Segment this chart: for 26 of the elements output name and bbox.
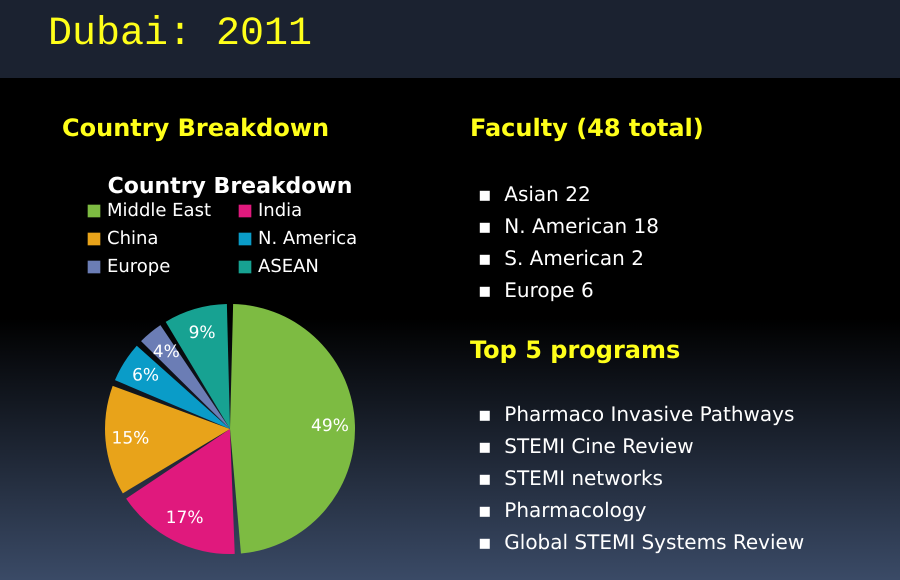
text: ▪ Asian 22 <box>478 182 592 206</box>
legend-label: ASEAN <box>258 256 319 277</box>
text: Country Breakdown <box>62 114 330 142</box>
chart-title: Country Breakdown <box>108 174 352 199</box>
text: ▪ Global STEMI Systems Review <box>478 530 804 554</box>
legend-label: China <box>107 228 158 249</box>
text: Faculty (48 total) <box>470 114 704 142</box>
text: ▪ S. American 2 <box>478 246 645 270</box>
legend-label: Middle East <box>107 200 212 221</box>
legend-label: India <box>258 200 302 221</box>
data-label: 4% <box>152 342 180 362</box>
text: ▪ Pharmaco Invasive Pathways <box>478 402 796 426</box>
text: ▪ STEMI networks <box>478 466 664 490</box>
legend-label: Europe <box>107 256 170 277</box>
data-label: 9% <box>188 322 216 343</box>
text: ▪ N. American 18 <box>478 214 659 238</box>
text: ▪ Europe 6 <box>478 278 595 302</box>
text: ▪ STEMI Cine Review <box>478 434 695 458</box>
data-label: 49% <box>311 416 349 436</box>
legend-label: N. America <box>258 228 358 249</box>
text: Top 5 programs <box>470 336 680 364</box>
data-label: 15% <box>112 428 150 448</box>
data-label: 6% <box>132 365 160 386</box>
data-label: 17% <box>166 508 204 528</box>
text: Dubai: 2011 <box>48 12 312 57</box>
text: ▪ Pharmacology <box>478 498 648 522</box>
